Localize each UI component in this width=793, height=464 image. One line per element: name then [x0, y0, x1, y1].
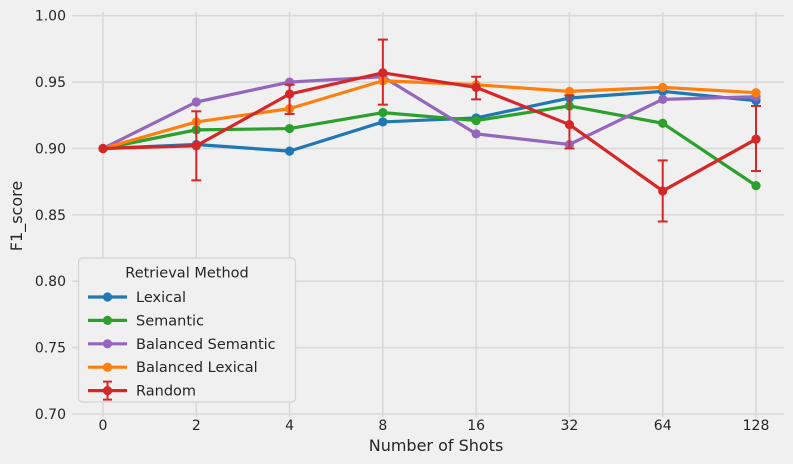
series-line-random — [101, 71, 758, 193]
legend-label-semantic: Semantic — [136, 313, 204, 329]
x-tick-label: 8 — [378, 418, 387, 434]
x-tick-label: 128 — [743, 418, 770, 434]
data-point-random — [471, 82, 481, 92]
data-point-semantic — [378, 108, 388, 118]
y-tick-label: 0.80 — [35, 274, 66, 290]
series-line-balanced-semantic — [101, 75, 758, 151]
x-tick-label: 2 — [192, 418, 201, 434]
data-point-balanced-lexical — [564, 86, 575, 96]
data-point-random — [564, 119, 575, 130]
legend-swatch-marker-balanced-lexical — [102, 362, 113, 372]
data-point-semantic — [471, 115, 481, 126]
data-point-random — [284, 89, 295, 99]
data-point-random — [98, 143, 108, 154]
legend-label-random: Random — [136, 384, 196, 400]
y-axis-label: F1_score — [7, 181, 27, 251]
y-tick-label: 0.70 — [35, 407, 66, 423]
data-point-balanced-semantic — [471, 129, 481, 139]
data-point-lexical — [284, 146, 295, 156]
x-tick-label: 0 — [99, 418, 108, 434]
data-point-random — [658, 186, 668, 196]
data-point-lexical — [378, 117, 388, 127]
legend-swatch-marker-lexical — [102, 292, 113, 302]
series-line-semantic — [101, 104, 758, 188]
legend-label-balanced-lexical: Balanced Lexical — [136, 360, 258, 376]
x-tick-label: 4 — [285, 418, 294, 434]
series-line-lexical — [101, 89, 758, 153]
data-point-semantic — [284, 123, 295, 134]
data-point-balanced-lexical — [751, 88, 761, 98]
legend-label-balanced-semantic: Balanced Semantic — [136, 337, 276, 353]
x-tick-label: 64 — [654, 418, 672, 434]
data-point-balanced-semantic — [191, 97, 201, 107]
legend-box — [77, 257, 297, 403]
data-point-semantic — [658, 118, 668, 128]
y-tick-label: 0.95 — [35, 75, 66, 91]
y-tick-label: 0.85 — [35, 208, 66, 224]
data-point-balanced-semantic — [658, 94, 668, 104]
y-tick-label: 0.75 — [35, 341, 66, 357]
y-tick-label: 0.90 — [35, 141, 66, 157]
legend-swatch-marker-random — [102, 386, 113, 396]
legend-swatch-marker-balanced-semantic — [102, 339, 113, 349]
data-point-balanced-lexical — [658, 82, 668, 92]
data-point-semantic — [751, 181, 761, 191]
x-tick-label: 16 — [467, 418, 485, 434]
legend-swatch-marker-semantic — [102, 315, 113, 325]
x-tick-label: 32 — [561, 418, 579, 434]
data-point-random — [751, 134, 761, 144]
legend-label-lexical: Lexical — [136, 290, 186, 306]
series-line-balanced-lexical — [101, 79, 758, 151]
x-axis-label: Number of Shots — [369, 436, 504, 455]
y-tick-label: 1.00 — [35, 9, 66, 25]
legend-title: Retrieval Method — [125, 266, 248, 282]
data-point-random — [378, 68, 388, 78]
data-point-random — [191, 141, 201, 151]
